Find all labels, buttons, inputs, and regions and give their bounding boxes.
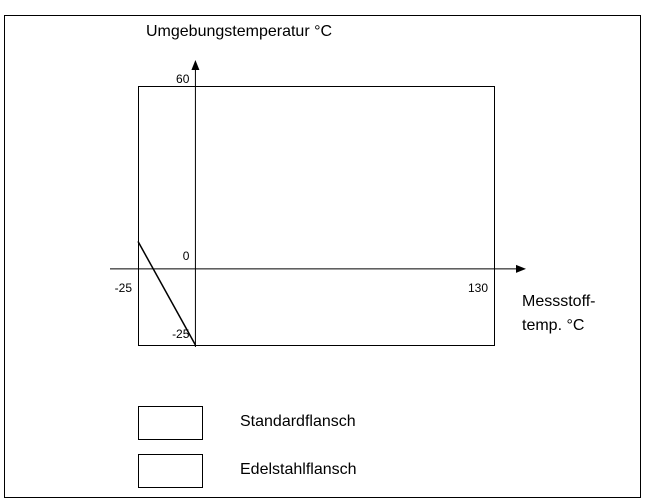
data-line xyxy=(137,241,197,346)
x-axis-label: Messstoff- xyxy=(522,293,596,310)
y-tick-label: 60 xyxy=(176,72,190,86)
x-tick-label: -25 xyxy=(115,281,133,295)
y-axis-arrow xyxy=(191,60,200,70)
legend-swatch xyxy=(138,454,203,488)
x-axis-label: temp. °C xyxy=(522,317,584,334)
plot-frame xyxy=(138,86,495,346)
y-axis-label: Umgebungstemperatur °C xyxy=(146,23,332,40)
page-frame xyxy=(4,15,641,498)
y-tick-label: -25 xyxy=(172,327,190,341)
legend-label: Standardflansch xyxy=(240,413,356,430)
legend-swatch xyxy=(138,406,203,440)
x-axis-arrow xyxy=(516,264,526,273)
x-tick-label: 130 xyxy=(468,281,488,295)
y-tick-label: 0 xyxy=(183,249,190,263)
legend-label: Edelstahlflansch xyxy=(240,461,357,478)
